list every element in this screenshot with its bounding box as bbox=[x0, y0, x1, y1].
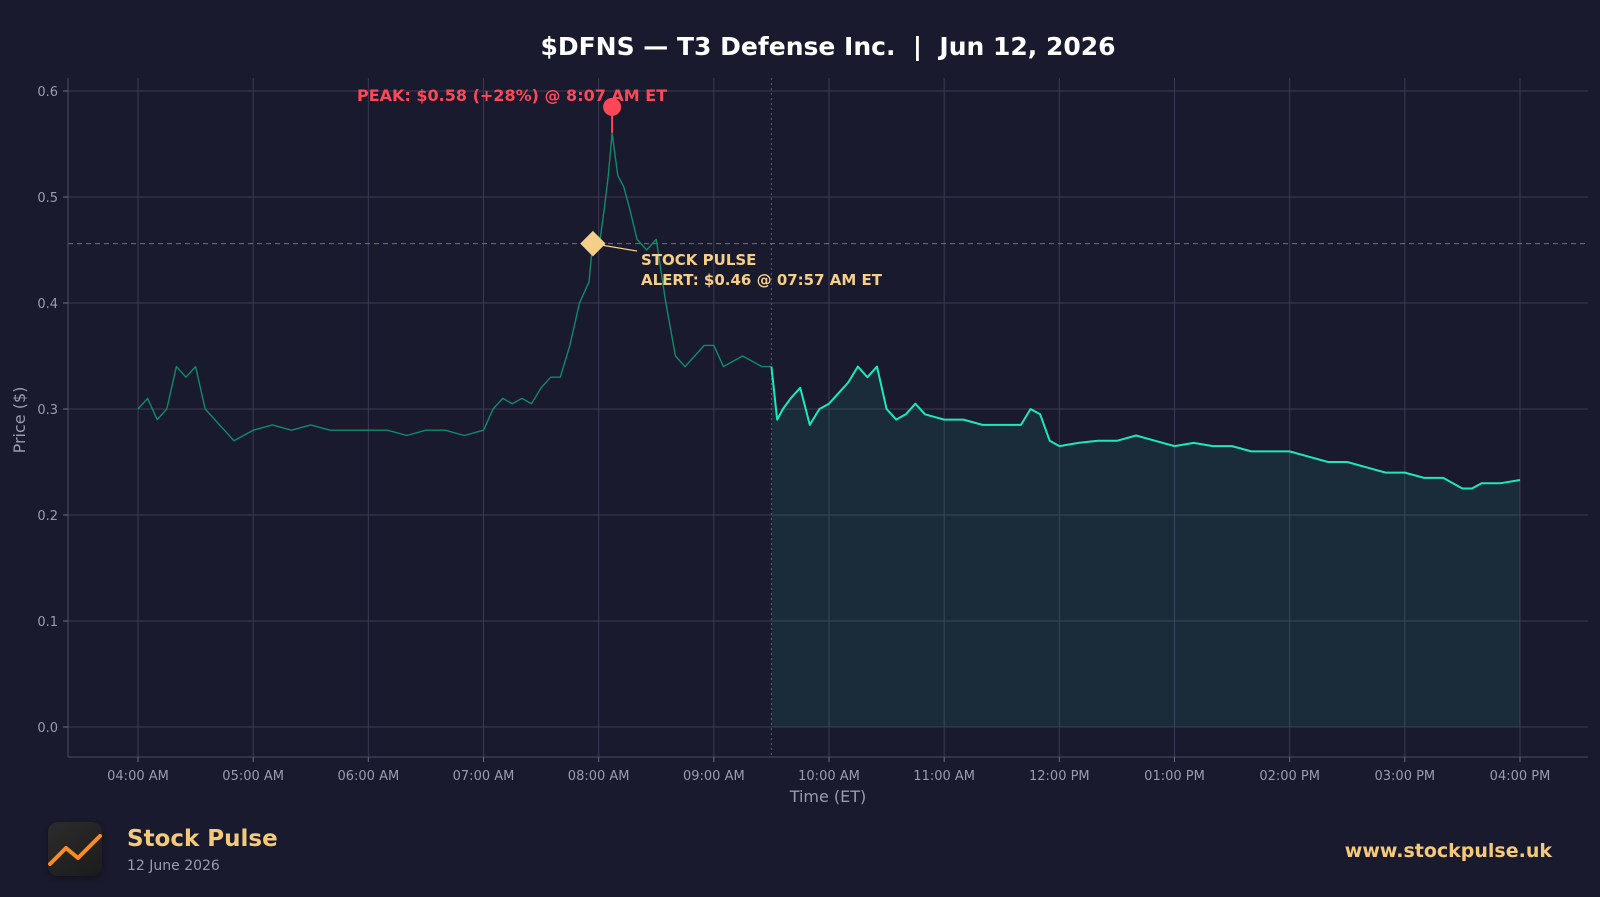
brand-name: Stock Pulse bbox=[127, 826, 278, 852]
y-tick-label: 0.0 bbox=[37, 721, 58, 736]
alert-label-line1: STOCK PULSE bbox=[641, 251, 756, 269]
alert-marker bbox=[580, 230, 606, 257]
y-axis-label: Price ($) bbox=[10, 387, 29, 454]
x-tick-label: 06:00 AM bbox=[337, 769, 399, 784]
footer: Stock Pulse 12 June 2026 www.stockpulse.… bbox=[0, 808, 1600, 897]
y-tick-label: 0.3 bbox=[37, 403, 58, 418]
regular-session-area bbox=[771, 366, 1520, 727]
x-tick-label: 12:00 PM bbox=[1029, 769, 1090, 784]
price-chart: $DFNS — T3 Defense Inc. | Jun 12, 2026 0… bbox=[10, 32, 1588, 806]
y-tick-label: 0.5 bbox=[37, 191, 58, 206]
brand-date: 12 June 2026 bbox=[127, 858, 220, 874]
peak-label: PEAK: $0.58 (+28%) @ 8:07 AM ET bbox=[357, 86, 667, 105]
axes: 0.0 0.1 0.2 0.3 0.4 0.5 0.6 04:00 AM 05:00 AM 06:… bbox=[37, 78, 1588, 784]
y-tick-label: 0.6 bbox=[37, 85, 58, 100]
x-tick-label: 03:00 PM bbox=[1375, 769, 1436, 784]
chart-line-icon bbox=[48, 834, 102, 866]
x-tick-label: 04:00 PM bbox=[1490, 769, 1551, 784]
x-tick-label: 02:00 PM bbox=[1259, 769, 1320, 784]
logo bbox=[48, 822, 102, 876]
x-axis-label: Time (ET) bbox=[789, 787, 867, 806]
x-tick-label: 11:00 AM bbox=[913, 769, 975, 784]
chart-title: $DFNS — T3 Defense Inc. | Jun 12, 2026 bbox=[540, 32, 1115, 61]
y-tick-label: 0.4 bbox=[37, 297, 58, 312]
grid bbox=[68, 78, 1588, 757]
series-lines bbox=[137, 132, 1521, 490]
x-tick-label: 01:00 PM bbox=[1144, 769, 1205, 784]
regular-session-fill bbox=[771, 366, 1520, 727]
x-tick-label: 05:00 AM bbox=[222, 769, 284, 784]
peak-marker bbox=[603, 97, 622, 116]
x-tick-label: 04:00 AM bbox=[107, 769, 169, 784]
y-tick-label: 0.1 bbox=[37, 615, 58, 630]
annotations: PEAK: $0.58 (+28%) @ 8:07 AM ET STOCK PUL… bbox=[357, 86, 883, 289]
alert-label-line2: ALERT: $0.46 @ 07:57 AM ET bbox=[641, 271, 883, 289]
x-tick-label: 10:00 AM bbox=[798, 769, 860, 784]
x-tick-label: 09:00 AM bbox=[683, 769, 745, 784]
x-tick-label: 08:00 AM bbox=[568, 769, 630, 784]
premarket-series-line bbox=[137, 132, 772, 442]
x-tick-label: 07:00 AM bbox=[453, 769, 515, 784]
regular-series-line bbox=[770, 365, 1521, 490]
y-tick-label: 0.2 bbox=[37, 509, 58, 524]
website-link[interactable]: www.stockpulse.uk bbox=[1344, 840, 1552, 862]
